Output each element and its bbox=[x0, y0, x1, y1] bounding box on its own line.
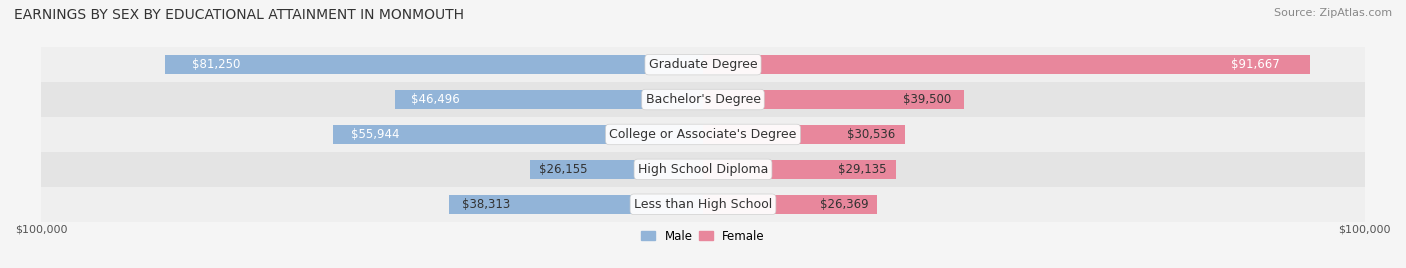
Text: Source: ZipAtlas.com: Source: ZipAtlas.com bbox=[1274, 8, 1392, 18]
Bar bbox=[703, 55, 1309, 74]
Bar bbox=[41, 47, 1365, 82]
Text: High School Diploma: High School Diploma bbox=[638, 163, 768, 176]
Text: $46,496: $46,496 bbox=[411, 93, 460, 106]
Text: $38,313: $38,313 bbox=[463, 198, 510, 211]
Bar bbox=[41, 152, 1365, 187]
Bar bbox=[530, 160, 703, 179]
Text: $91,667: $91,667 bbox=[1230, 58, 1279, 71]
Bar bbox=[703, 195, 877, 214]
Bar bbox=[703, 125, 905, 144]
Text: $26,155: $26,155 bbox=[538, 163, 588, 176]
Bar bbox=[41, 187, 1365, 222]
Bar bbox=[333, 125, 703, 144]
Text: $29,135: $29,135 bbox=[838, 163, 886, 176]
Bar bbox=[166, 55, 703, 74]
Text: Bachelor's Degree: Bachelor's Degree bbox=[645, 93, 761, 106]
Text: Less than High School: Less than High School bbox=[634, 198, 772, 211]
Text: $81,250: $81,250 bbox=[193, 58, 240, 71]
Bar bbox=[703, 160, 896, 179]
Text: $30,536: $30,536 bbox=[846, 128, 896, 141]
Bar bbox=[395, 90, 703, 109]
Bar bbox=[450, 195, 703, 214]
Text: $26,369: $26,369 bbox=[820, 198, 869, 211]
Text: $39,500: $39,500 bbox=[903, 93, 952, 106]
Bar bbox=[703, 90, 965, 109]
Bar bbox=[41, 82, 1365, 117]
Legend: Male, Female: Male, Female bbox=[637, 225, 769, 247]
Text: College or Associate's Degree: College or Associate's Degree bbox=[609, 128, 797, 141]
Bar bbox=[41, 117, 1365, 152]
Text: $55,944: $55,944 bbox=[352, 128, 399, 141]
Text: Graduate Degree: Graduate Degree bbox=[648, 58, 758, 71]
Text: EARNINGS BY SEX BY EDUCATIONAL ATTAINMENT IN MONMOUTH: EARNINGS BY SEX BY EDUCATIONAL ATTAINMEN… bbox=[14, 8, 464, 22]
